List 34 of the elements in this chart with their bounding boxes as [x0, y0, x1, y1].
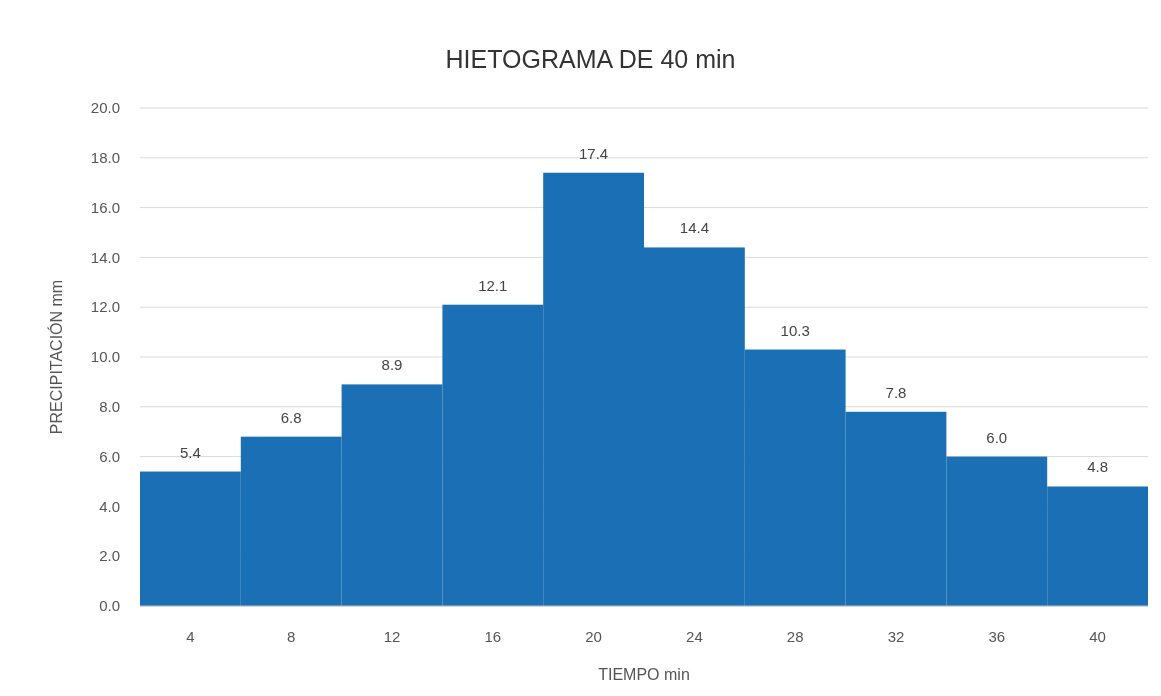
y-tick-label: 20.0: [90, 99, 120, 117]
data-label: 10.3: [780, 321, 810, 339]
chart-title: HIETOGRAMA DE 40 min: [445, 45, 736, 73]
data-label: 14.4: [679, 219, 709, 237]
y-tick-label: 0.0: [99, 597, 120, 615]
data-label: 4.8: [1087, 458, 1109, 476]
x-axis-title: TIEMPO min: [598, 666, 690, 683]
data-label: 6.8: [280, 408, 302, 426]
x-tick-label: 40: [1089, 628, 1106, 645]
x-tick-label: 20: [585, 628, 602, 645]
x-tick-label: 36: [988, 628, 1006, 645]
data-label: 7.8: [885, 383, 907, 401]
y-tick-label: 12.0: [90, 298, 120, 316]
x-tick-label: 28: [786, 628, 804, 645]
data-label: 17.4: [579, 144, 609, 162]
x-tick-label: 12: [383, 628, 401, 645]
x-tick-label: 4: [186, 628, 195, 645]
data-label: 5.4: [179, 443, 201, 461]
y-tick-label: 8.0: [99, 398, 120, 416]
y-tick-label: 2.0: [99, 547, 120, 565]
y-tick-label: 14.0: [90, 248, 120, 266]
y-tick-label: 4.0: [99, 497, 120, 515]
x-tick-label: 16: [484, 628, 502, 645]
y-tick-label: 6.0: [99, 447, 120, 465]
x-tick-label: 32: [887, 628, 905, 645]
x-tick-label: 24: [686, 628, 703, 645]
data-label: 6.0: [986, 428, 1008, 446]
y-axis-title: PRECIPITACIÓN mm: [47, 279, 65, 435]
y-tick-label: 18.0: [90, 149, 120, 167]
data-label: 8.9: [381, 356, 403, 374]
data-label: 12.1: [478, 276, 508, 294]
x-tick-label: 8: [287, 628, 296, 645]
y-tick-label: 16.0: [90, 198, 120, 216]
y-tick-label: 10.0: [90, 348, 120, 366]
